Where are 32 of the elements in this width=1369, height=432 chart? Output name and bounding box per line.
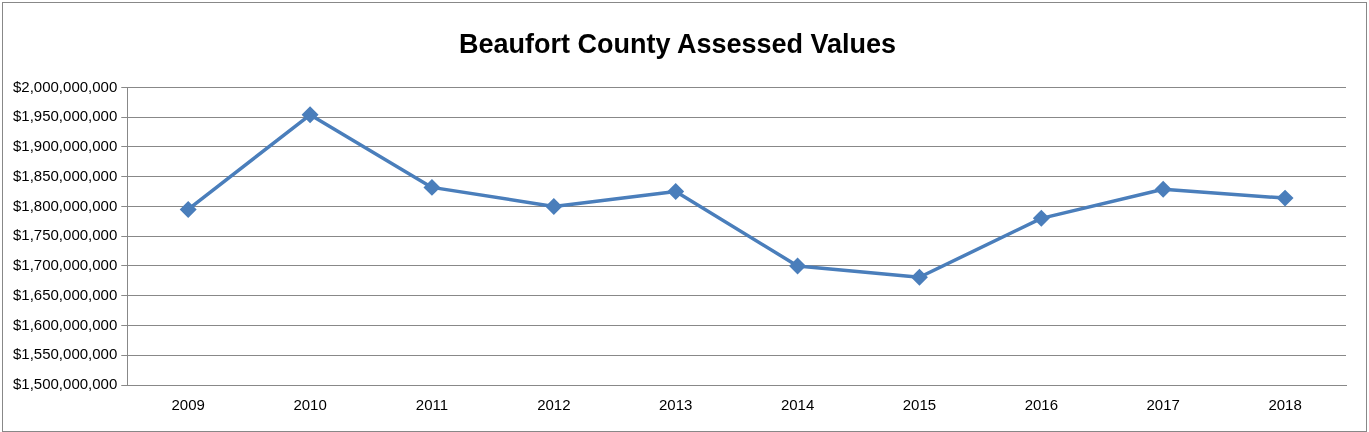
point <box>180 201 196 218</box>
x-tick-label: 2018 <box>1268 396 1302 414</box>
point <box>424 179 440 196</box>
y-tick-label: $1,950,000,000 <box>12 107 118 125</box>
point <box>546 198 562 215</box>
x-tick-label: 2013 <box>659 396 693 414</box>
point <box>1277 190 1293 206</box>
y-tick-label: $1,850,000,000 <box>12 166 118 184</box>
x-tick-label: 2014 <box>780 396 815 414</box>
y-tick-label: $1,700,000,000 <box>12 256 118 274</box>
y-tick-label: $1,500,000,000 <box>12 375 118 393</box>
x-tick-label: 2016 <box>1024 396 1058 414</box>
y-tick-label: $1,550,000,000 <box>12 345 118 363</box>
point <box>911 269 928 286</box>
x-tick-label: 2017 <box>1146 396 1180 414</box>
point <box>302 107 318 123</box>
point <box>1155 181 1171 197</box>
y-tick-label: $1,750,000,000 <box>12 226 118 244</box>
point <box>789 258 806 274</box>
x-tick-label: 2011 <box>415 396 449 414</box>
y-tick-label: $1,650,000,000 <box>12 285 118 303</box>
point <box>1033 210 1050 227</box>
x-tick-label: 2012 <box>537 396 571 414</box>
chart-title: Beaufort County Assessed Values <box>458 28 897 59</box>
y-tick-label: $2,000,000,000 <box>12 77 118 95</box>
y-tick-label: $1,600,000,000 <box>12 315 118 333</box>
x-tick-label: 2010 <box>293 396 327 414</box>
point <box>667 183 684 200</box>
y-tick-label: $1,800,000,000 <box>12 196 118 214</box>
x-tick-label: 2009 <box>171 396 205 414</box>
y-tick-label: $1,900,000,000 <box>12 137 118 155</box>
x-tick-label: 2015 <box>902 396 937 414</box>
